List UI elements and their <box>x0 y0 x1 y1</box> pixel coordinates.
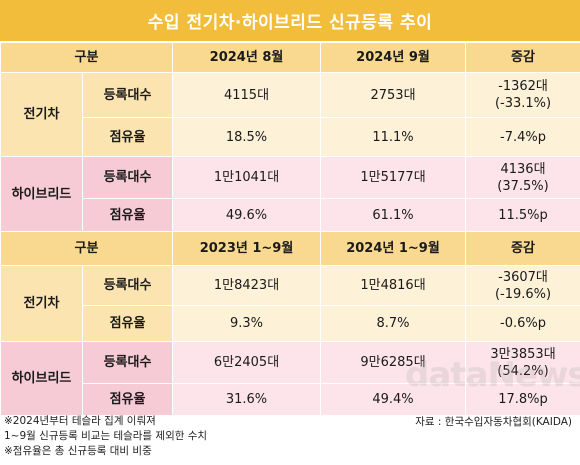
value-cell: 2753대 <box>320 72 467 118</box>
value-cell: 61.1% <box>320 198 467 232</box>
change-cell: -7.4%p <box>465 117 580 157</box>
change-percent: (54.2%) <box>497 363 549 379</box>
category-hybrid: 하이브리드 <box>0 341 83 416</box>
change-cell: -0.6%p <box>465 305 580 342</box>
value-cell: 1만5177대 <box>320 156 467 199</box>
footnote: ※점유율은 총 신규등록 대비 비중 <box>4 445 152 457</box>
page-title: 수입 전기차·하이브리드 신규등록 추이 <box>0 0 580 41</box>
change-cell: 17.8%p <box>465 383 580 416</box>
table-row: 하이브리드 등록대수 1만1041대 1만5177대 4136대 (37.5%) <box>0 156 580 232</box>
value-cell: 9만6285대 <box>320 341 467 384</box>
table-row: 점유율 18.5% 11.1% -7.4%p <box>1 117 580 157</box>
change-cell: -1362대 (-33.1%) <box>465 72 580 118</box>
row-label: 등록대수 <box>81 341 174 384</box>
header-period-a: 2023년 1~9월 <box>172 231 322 266</box>
table-row: 점유율 9.3% 8.7% -0.6%p <box>1 305 580 342</box>
change-cell: 11.5%p <box>465 198 580 232</box>
header-change: 증감 <box>465 42 580 73</box>
header-category: 구분 <box>0 231 174 266</box>
monthly-comparison-table: 구분 2024년 8월 2024년 9월 증감 전기차 등록대수 4115대 2… <box>0 42 580 232</box>
header-category: 구분 <box>0 42 174 73</box>
table-row: 전기차 등록대수 1만8423대 1만4816대 -3607대 (-19.6%) <box>0 265 580 342</box>
row-label: 등록대수 <box>81 265 174 306</box>
value-cell: 49.4% <box>320 383 467 416</box>
value-cell: 1만1041대 <box>172 156 322 199</box>
change-amount: 4136대 <box>500 161 546 177</box>
category-ev: 전기차 <box>0 265 83 342</box>
value-cell: 1만8423대 <box>172 265 322 306</box>
change-amount: -3607대 <box>498 269 548 285</box>
source-credit: 자료 : 한국수입자동차협회(KAIDA) <box>415 416 572 428</box>
table-row: 점유율 49.6% 61.1% 11.5%p <box>1 198 580 232</box>
row-label: 등록대수 <box>81 72 174 118</box>
category-ev: 전기차 <box>0 72 83 157</box>
change-percent: (-33.1%) <box>494 96 552 111</box>
row-label: 점유율 <box>81 305 174 342</box>
table-row: 하이브리드 등록대수 6만2405대 9만6285대 3만3853대 (54.2… <box>0 341 580 416</box>
header-change: 증감 <box>465 231 580 266</box>
table-row: 전기차 등록대수 4115대 2753대 -1362대 (-33.1%) <box>0 72 580 157</box>
category-hybrid: 하이브리드 <box>0 156 83 232</box>
value-cell: 11.1% <box>320 117 467 157</box>
table-header-row: 구분 2023년 1~9월 2024년 1~9월 증감 <box>0 231 580 266</box>
change-cell: 3만3853대 (54.2%) <box>465 341 580 384</box>
datanews-watermark: dataNews <box>405 355 580 395</box>
value-cell: 6만2405대 <box>172 341 322 384</box>
footnote: 1~9월 신규등록 비교는 테슬라를 제외한 수치 <box>4 430 208 442</box>
change-percent: (37.5%) <box>497 178 549 194</box>
value-cell: 4115대 <box>172 72 322 118</box>
change-cell: -3607대 (-19.6%) <box>465 265 580 306</box>
value-cell: 31.6% <box>172 383 322 416</box>
value-cell: 8.7% <box>320 305 467 342</box>
table-row: 점유율 31.6% 49.4% 17.8%p <box>1 383 580 416</box>
change-amount: 3만3853대 <box>490 346 556 362</box>
value-cell: 49.6% <box>172 198 322 232</box>
row-label: 등록대수 <box>81 156 174 199</box>
row-label: 점유율 <box>81 383 174 416</box>
value-cell: 9.3% <box>172 305 322 342</box>
row-label: 점유율 <box>81 117 174 157</box>
footnote: ※2024년부터 테슬라 집계 이뤄져 <box>4 415 156 427</box>
header-period-b: 2024년 9월 <box>320 42 467 73</box>
table-header-row: 구분 2024년 8월 2024년 9월 증감 <box>0 42 580 73</box>
header-period-a: 2024년 8월 <box>172 42 322 73</box>
value-cell: 1만4816대 <box>320 265 467 306</box>
change-cell: 4136대 (37.5%) <box>465 156 580 199</box>
value-cell: 18.5% <box>172 117 322 157</box>
year-to-date-comparison-table: 구분 2023년 1~9월 2024년 1~9월 증감 전기차 등록대수 1만8… <box>0 231 580 416</box>
row-label: 점유율 <box>81 198 174 232</box>
change-amount: -1362대 <box>498 79 548 94</box>
change-percent: (-19.6%) <box>494 286 552 302</box>
header-period-b: 2024년 1~9월 <box>320 231 467 266</box>
